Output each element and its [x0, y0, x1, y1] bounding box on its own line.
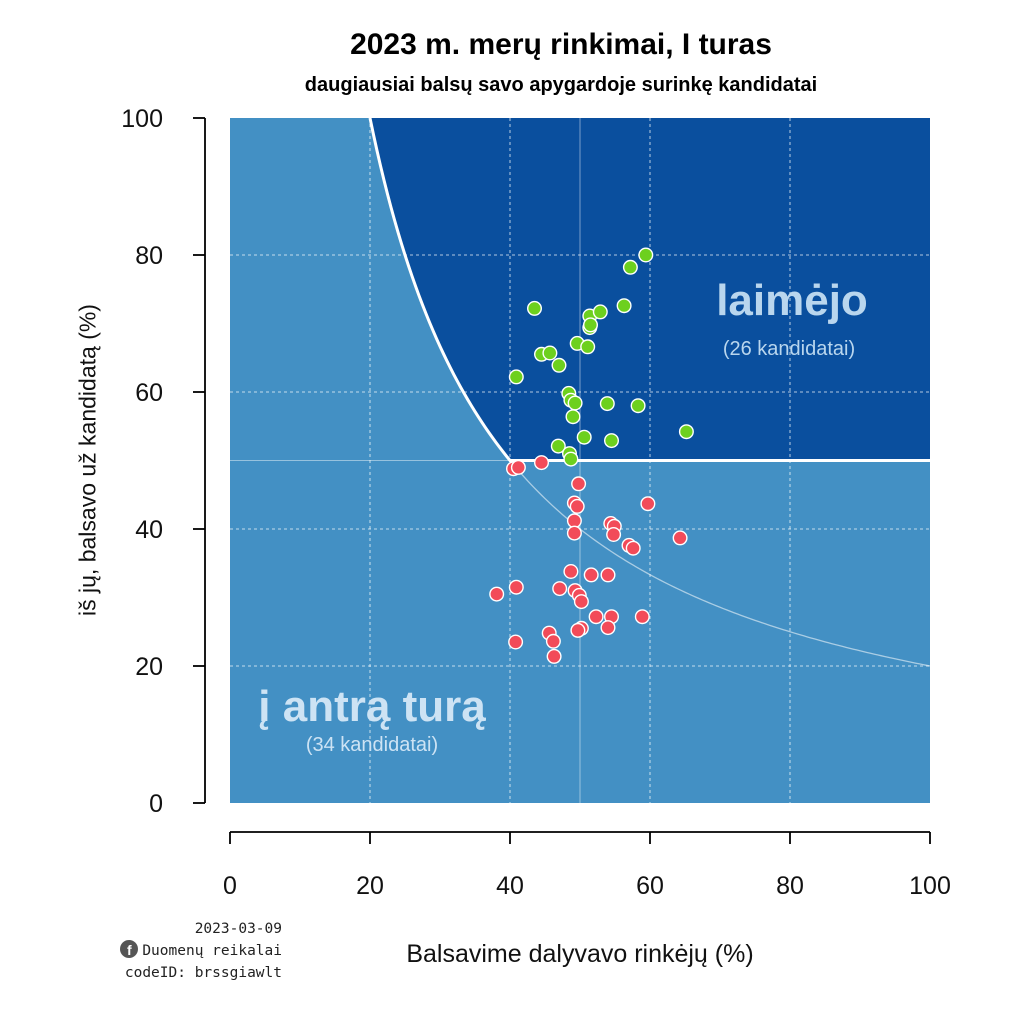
- point-runoff: [569, 498, 585, 514]
- point-runoff: [489, 586, 505, 602]
- point-winner: [604, 433, 620, 449]
- point-winner: [527, 300, 543, 316]
- credits-source[interactable]: f Duomenų reikalai: [88, 940, 282, 962]
- point-winner: [616, 298, 632, 314]
- point-runoff: [588, 609, 604, 625]
- point-winner: [630, 398, 646, 414]
- point-winner: [508, 369, 524, 385]
- y-tick-label-40: 40: [135, 516, 163, 544]
- region-count-winner: (26 kandidatai): [723, 338, 855, 360]
- y-tick-label-100: 100: [121, 105, 163, 133]
- x-tick-label-60: 60: [636, 872, 664, 900]
- x-axis-label: Balsavime dalyvavo rinkėjų (%): [406, 940, 754, 968]
- point-winner: [550, 438, 566, 454]
- point-winner: [592, 304, 608, 320]
- point-runoff: [573, 594, 589, 610]
- point-runoff: [508, 579, 524, 595]
- point-winner: [551, 357, 567, 373]
- point-winner: [576, 429, 592, 445]
- data-points: [489, 247, 694, 664]
- point-winner: [580, 339, 596, 355]
- x-tick-label-0: 0: [223, 872, 237, 900]
- point-runoff: [600, 620, 616, 636]
- region-count-runoff: (34 kandidatai): [306, 734, 438, 756]
- point-runoff: [625, 540, 641, 556]
- point-runoff: [640, 496, 656, 512]
- chart-title: 2023 m. merų rinkimai, I turas: [350, 28, 772, 61]
- x-tick-label-80: 80: [776, 872, 804, 900]
- credits-source-label: Duomenų reikalai: [142, 943, 282, 959]
- y-tick-label-20: 20: [135, 653, 163, 681]
- x-tick-label-40: 40: [496, 872, 524, 900]
- point-winner: [567, 395, 583, 411]
- point-runoff: [606, 527, 622, 543]
- point-winner: [583, 317, 599, 333]
- credits-code: codeID: brssgiawlt: [124, 965, 282, 981]
- point-winner: [563, 451, 579, 467]
- winner-boundary: [368, 117, 930, 462]
- point-runoff: [566, 513, 582, 529]
- point-runoff: [566, 525, 582, 541]
- point-runoff: [571, 476, 587, 492]
- chart-subtitle: daugiausiai balsų savo apygardoje surink…: [304, 74, 818, 96]
- y-tick-label-80: 80: [135, 242, 163, 270]
- region-label-runoff: į antrą turą: [258, 682, 486, 731]
- point-winner: [678, 424, 694, 440]
- point-runoff: [634, 609, 650, 625]
- facebook-icon: f: [120, 940, 139, 958]
- point-winner: [622, 259, 638, 275]
- region-labels: laimėjo (26 kandidatai) į antrą turą (34…: [258, 276, 868, 756]
- region-label-winner: laimėjo: [716, 276, 868, 325]
- point-runoff: [600, 567, 616, 583]
- point-runoff: [583, 567, 599, 583]
- y-tick-label-0: 0: [149, 790, 163, 818]
- point-runoff: [672, 530, 688, 546]
- point-runoff: [545, 633, 561, 649]
- point-winner: [638, 247, 654, 263]
- y-tick-label-60: 60: [135, 379, 163, 407]
- point-winner: [565, 409, 581, 425]
- point-runoff: [534, 455, 550, 471]
- point-winner: [599, 396, 615, 412]
- credits: 2023-03-09 f Duomenų reikalai codeID: brs…: [88, 918, 282, 984]
- point-runoff: [546, 648, 562, 664]
- point-runoff: [508, 634, 524, 650]
- point-runoff: [552, 581, 568, 597]
- x-tick-label-20: 20: [356, 872, 384, 900]
- credits-date: 2023-03-09: [194, 921, 282, 937]
- point-runoff: [510, 459, 526, 475]
- point-runoff: [570, 622, 586, 638]
- axes: 0 20 40 60 80 100 0 20 40 60 80 100: [121, 105, 951, 900]
- x-tick-label-100: 100: [909, 872, 951, 900]
- point-runoff: [563, 564, 579, 580]
- point-winner: [542, 345, 558, 361]
